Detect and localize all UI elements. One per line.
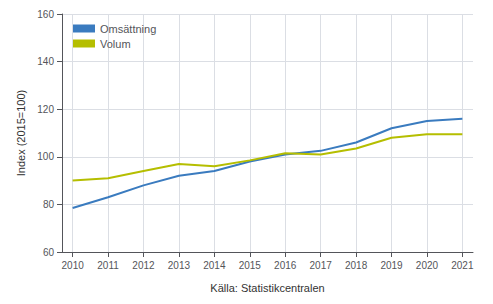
svg-text:Källa: Statistikcentralen: Källa: Statistikcentralen bbox=[210, 282, 324, 294]
svg-text:Volum: Volum bbox=[100, 38, 131, 50]
svg-text:120: 120 bbox=[37, 104, 54, 115]
svg-text:Index (2015=100): Index (2015=100) bbox=[15, 90, 27, 177]
svg-text:140: 140 bbox=[37, 56, 54, 67]
svg-text:80: 80 bbox=[43, 199, 55, 210]
svg-text:2018: 2018 bbox=[345, 260, 368, 271]
svg-text:2014: 2014 bbox=[203, 260, 226, 271]
svg-text:Omsättning: Omsättning bbox=[100, 23, 156, 35]
svg-text:2011: 2011 bbox=[97, 260, 119, 271]
svg-text:160: 160 bbox=[37, 9, 54, 20]
svg-text:2019: 2019 bbox=[380, 260, 403, 271]
svg-text:100: 100 bbox=[37, 151, 54, 162]
svg-text:2010: 2010 bbox=[62, 260, 85, 271]
svg-text:2016: 2016 bbox=[274, 260, 297, 271]
svg-text:2012: 2012 bbox=[132, 260, 155, 271]
svg-text:2015: 2015 bbox=[239, 260, 262, 271]
svg-text:2020: 2020 bbox=[416, 260, 439, 271]
svg-text:60: 60 bbox=[43, 247, 55, 258]
svg-text:2017: 2017 bbox=[310, 260, 333, 271]
svg-text:2021: 2021 bbox=[451, 260, 474, 271]
svg-text:2013: 2013 bbox=[168, 260, 191, 271]
